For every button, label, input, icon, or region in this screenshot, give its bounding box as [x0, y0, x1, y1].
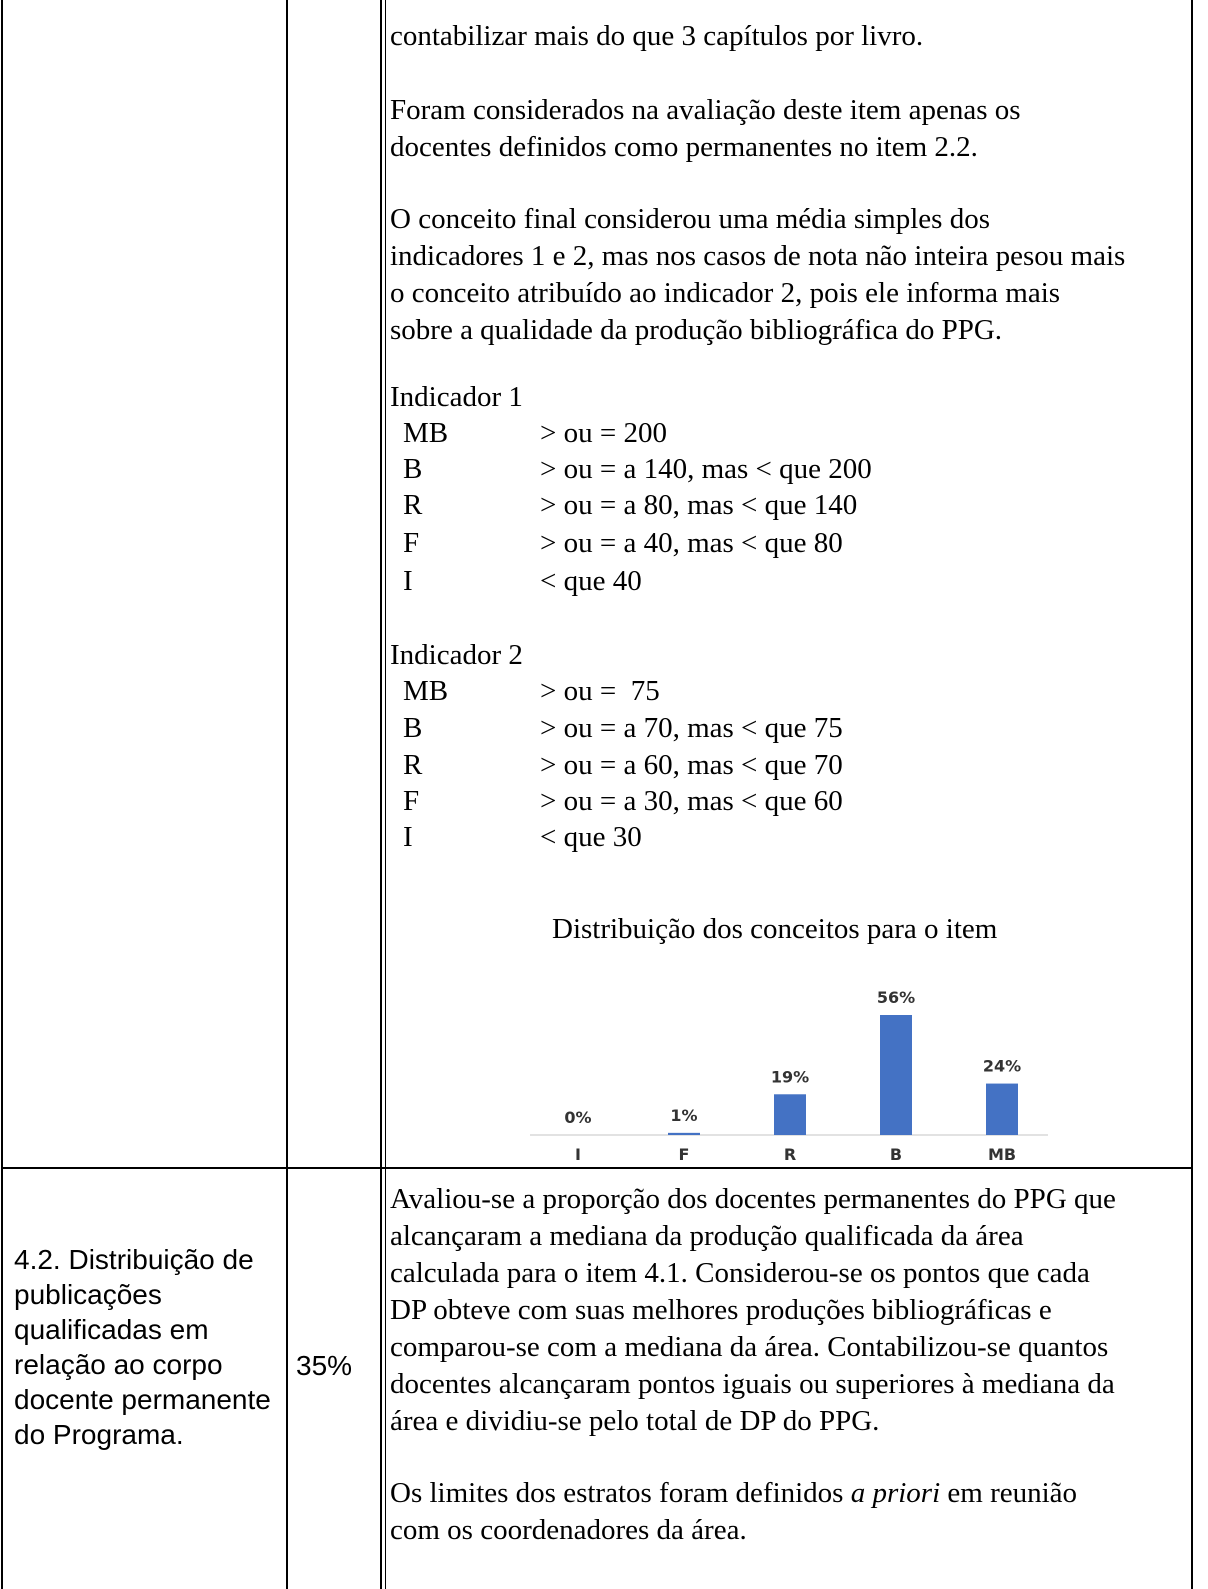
text-line: sobre a qualidade da produção bibliográf… [390, 314, 1003, 346]
concept-distribution-chart: 0% I 1% F 19% R 56% B 24% MB [530, 990, 1048, 1164]
chart-category-label: I [575, 1145, 581, 1164]
chart-data-label: 56% [877, 990, 915, 1007]
chart-bar-f [668, 1132, 700, 1135]
indicador-criteria: > ou = 75 [540, 675, 660, 707]
indicador-criteria: > ou = 200 [540, 417, 667, 449]
text-line: alcançaram a mediana da produção qualifi… [390, 1220, 1024, 1252]
indicador-level: F [403, 785, 420, 817]
chart-data-label: 0% [564, 1108, 591, 1127]
indicador1-title: Indicador 1 [390, 381, 523, 413]
indicador-criteria: > ou = a 30, mas < que 60 [540, 785, 843, 817]
text-line: o conceito atribuído ao indicador 2, poi… [390, 277, 1061, 309]
indicador-criteria: < que 40 [540, 565, 642, 597]
chart-bar-mb [986, 1083, 1018, 1135]
text-line: docentes alcançaram pontos iguais ou sup… [390, 1368, 1115, 1400]
paragraph-conceito-final: O conceito final considerou uma média si… [390, 201, 1190, 349]
text-line: docente permanente [14, 1384, 271, 1415]
indicador2-title: Indicador 2 [390, 639, 523, 671]
text-line: publicações [14, 1279, 162, 1310]
text-line: área e dividiu-se pelo total de DP do PP… [390, 1405, 880, 1437]
italic-term: a priori [850, 1477, 941, 1509]
indicador-level: MB [403, 675, 449, 707]
indicador-level: I [403, 565, 413, 597]
indicador-criteria: > ou = a 70, mas < que 75 [540, 712, 843, 744]
indicador-level: B [403, 712, 423, 744]
text-line: com os coordenadores da área. [390, 1514, 747, 1546]
continuation-text: contabilizar mais do que 3 capítulos por… [390, 18, 1190, 55]
table-row-divider [1, 1167, 1193, 1169]
chart-data-label: 19% [771, 1067, 809, 1086]
text-line: qualificadas em [14, 1314, 209, 1345]
table-border-col2-inner [385, 0, 386, 1589]
table-border-left [1, 0, 3, 1589]
paragraph-avaliou: Avaliou-se a proporção dos docentes perm… [390, 1181, 1190, 1440]
text-run: Os limites dos estratos foram definidos [390, 1477, 851, 1509]
indicador-criteria: > ou = a 140, mas < que 200 [540, 453, 872, 485]
text-line: indicadores 1 e 2, mas nos casos de nota… [390, 240, 1126, 272]
indicador-criteria: > ou = a 40, mas < que 80 [540, 527, 843, 559]
indicador-level: B [403, 453, 423, 485]
indicador-level: MB [403, 417, 449, 449]
text-line: O conceito final considerou uma média si… [390, 203, 990, 235]
chart-bar-r [774, 1094, 806, 1135]
chart-heading: Distribuição dos conceitos para o item [552, 913, 998, 945]
text-line: Avaliou-se a proporção dos docentes perm… [390, 1183, 1116, 1215]
item-label-4-2: 4.2. Distribuição de publicações qualifi… [14, 1242, 284, 1452]
text-line: do Programa. [14, 1419, 184, 1450]
indicador-criteria: < que 30 [540, 821, 642, 853]
text-line: 4.2. Distribuição de [14, 1244, 254, 1275]
indicador-criteria: > ou = a 60, mas < que 70 [540, 749, 843, 781]
text-line: contabilizar mais do que 3 capítulos por… [390, 20, 924, 52]
text-line: DP obteve com suas melhores produções bi… [390, 1294, 1052, 1326]
table-border-col1 [286, 0, 288, 1589]
text-line: comparou-se com a mediana da área. Conta… [390, 1331, 1109, 1363]
text-line: docentes definidos como permanentes no i… [390, 131, 978, 163]
chart-category-label: R [784, 1145, 796, 1164]
text-line: calculada para o item 4.1. Considerou-se… [390, 1257, 1090, 1289]
paragraph-permanentes: Foram considerados na avaliação deste it… [390, 92, 1190, 166]
text-line: Os limites dos estratos foram definidos … [390, 1475, 1190, 1512]
text-run: em reunião [940, 1477, 1078, 1509]
table-border-col2 [380, 0, 382, 1589]
chart-category-label: B [890, 1145, 902, 1164]
chart-category-label: F [679, 1145, 690, 1164]
chart-data-label: 24% [983, 1057, 1021, 1076]
indicador-level: F [403, 527, 420, 559]
chart-data-label: 1% [670, 1106, 697, 1125]
table-border-right [1191, 0, 1193, 1589]
item-weight: 35% [296, 1350, 353, 1381]
paragraph-limites: Os limites dos estratos foram definidos … [390, 1475, 1190, 1549]
text-line: Foram considerados na avaliação deste it… [390, 94, 1021, 126]
indicador-level: R [403, 749, 423, 781]
indicador-level: R [403, 489, 423, 521]
indicador-level: I [403, 821, 413, 853]
indicador-criteria: > ou = a 80, mas < que 140 [540, 489, 858, 521]
chart-bar-b [880, 1015, 912, 1135]
text-line: relação ao corpo [14, 1349, 223, 1380]
chart-category-label: MB [988, 1145, 1016, 1164]
